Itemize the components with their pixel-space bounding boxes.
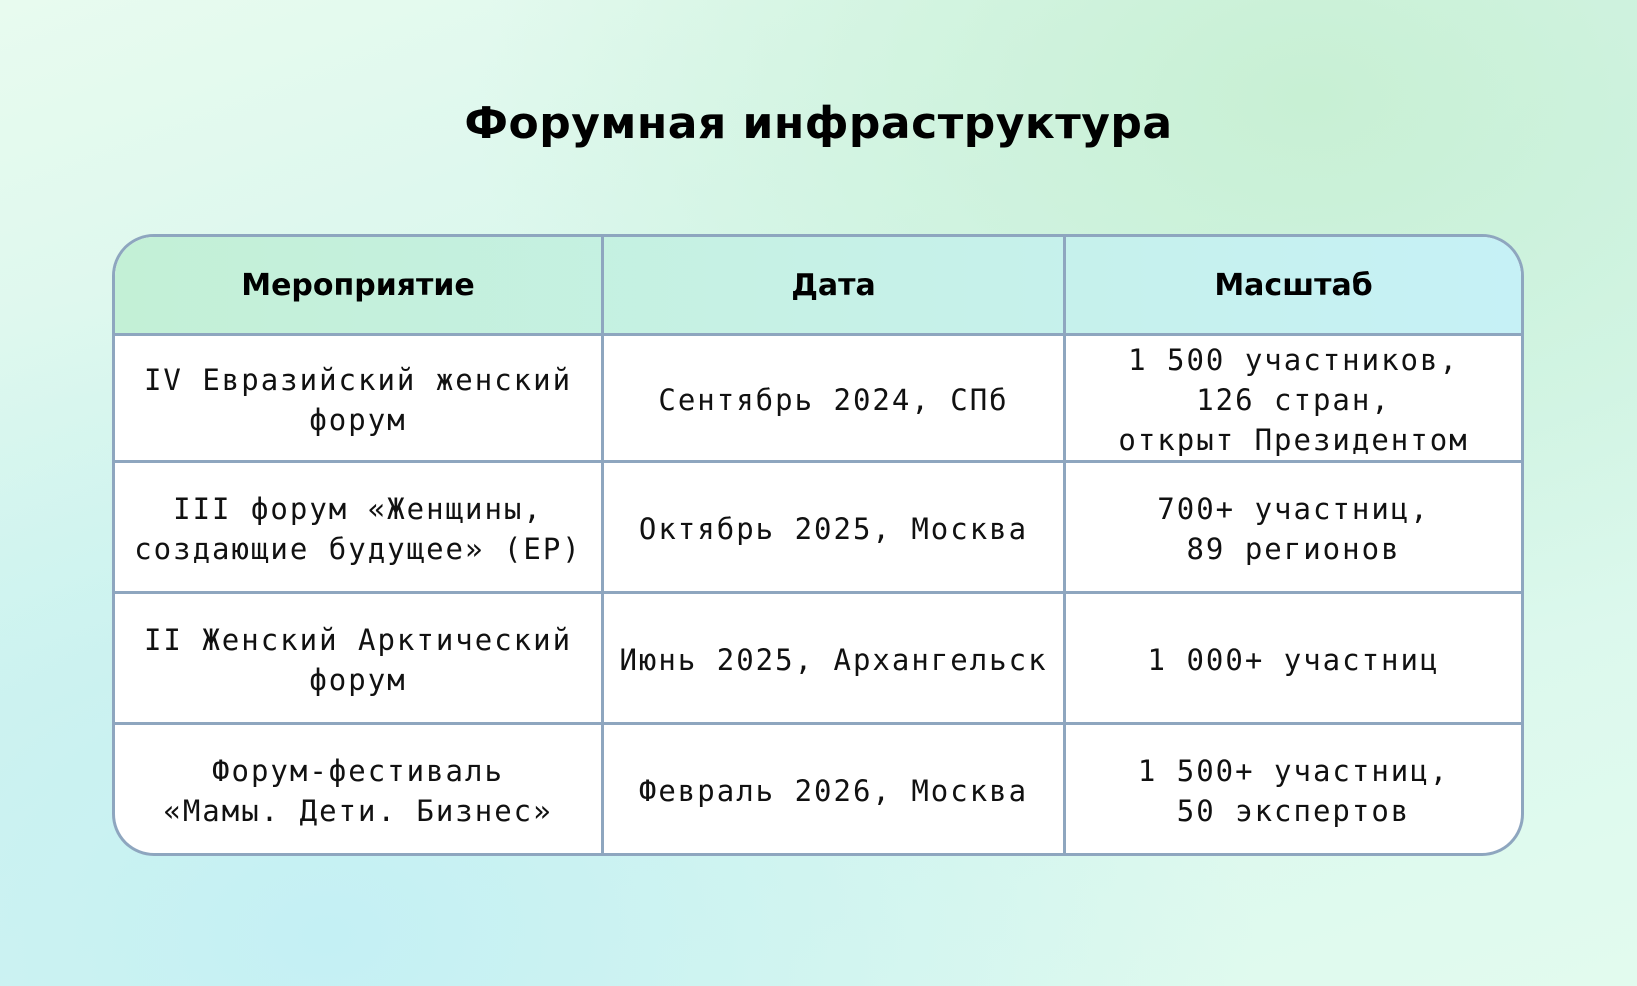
event-cell: II Женский Арктический форум bbox=[115, 594, 604, 725]
date-cell: Февраль 2026, Москва bbox=[604, 725, 1066, 853]
date-cell: Июнь 2025, Архангельск bbox=[604, 594, 1066, 725]
header-date: Дата bbox=[604, 237, 1066, 333]
scale-cell: 1 000+ участниц bbox=[1147, 642, 1440, 677]
date-cell: Сентябрь 2024, СПб bbox=[604, 336, 1066, 463]
header-event: Мероприятие bbox=[115, 237, 604, 333]
scale-cell: 1 500 участников, 126 стран, открыт През… bbox=[1118, 342, 1469, 457]
date-cell: Октябрь 2025, Москва bbox=[604, 463, 1066, 594]
table-row: IV Евразийский женский форум Сентябрь 20… bbox=[115, 333, 1521, 463]
table-row: II Женский Арктический форум Июнь 2025, … bbox=[115, 591, 1521, 725]
scale-cell: 700+ участниц, 89 регионов bbox=[1157, 491, 1430, 566]
page-title: Форумная инфраструктура bbox=[464, 98, 1173, 149]
table-header: Мероприятие Дата Масштаб bbox=[115, 237, 1521, 333]
forum-table: Мероприятие Дата Масштаб IV Евразийский … bbox=[112, 234, 1524, 856]
event-cell: III форум «Женщины, создающие будущее» (… bbox=[115, 463, 604, 594]
table-row: Форум-фестиваль «Мамы. Дети. Бизнес» Фев… bbox=[115, 722, 1521, 853]
event-cell: Форум-фестиваль «Мамы. Дети. Бизнес» bbox=[115, 725, 604, 853]
event-cell: IV Евразийский женский форум bbox=[115, 336, 604, 463]
header-scale: Масштаб bbox=[1214, 267, 1373, 303]
table-row: III форум «Женщины, создающие будущее» (… bbox=[115, 460, 1521, 594]
scale-cell: 1 500+ участниц, 50 экспертов bbox=[1137, 753, 1450, 828]
